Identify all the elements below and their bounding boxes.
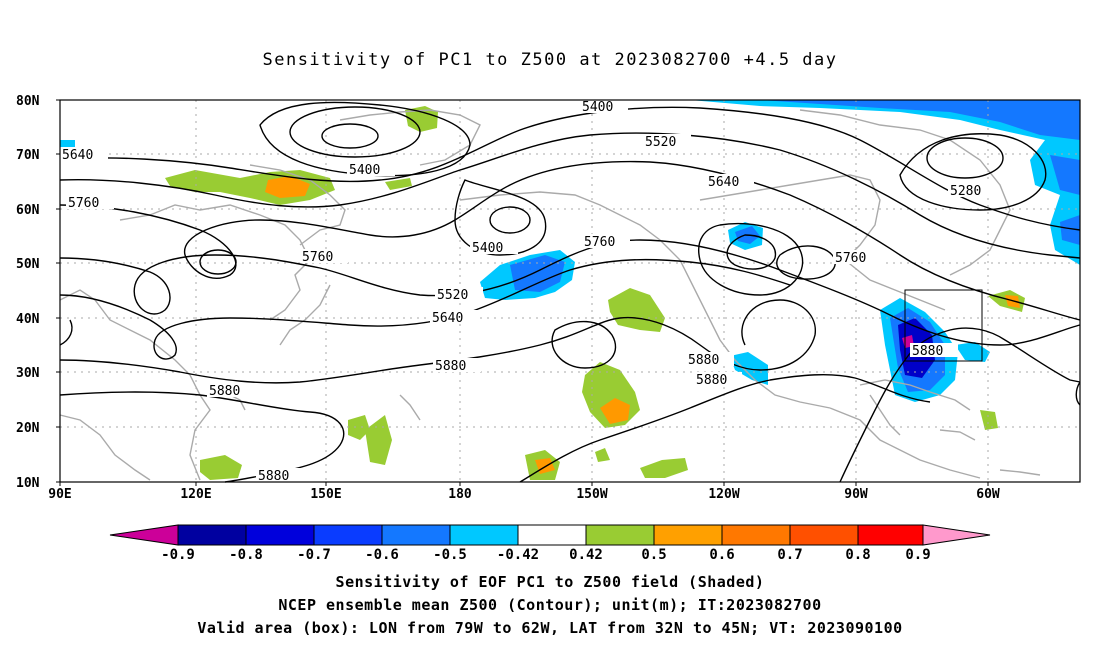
contour-label: 5880 xyxy=(912,344,943,359)
sensitivity-shading xyxy=(60,100,1080,480)
page-title: Sensitivity of PC1 to Z500 at 2023082700… xyxy=(262,50,838,70)
colorbar-segment xyxy=(177,524,247,546)
colorbar-label: 0.8 xyxy=(845,547,870,563)
contour-label: 5760 xyxy=(835,251,866,266)
contour-label: 5880 xyxy=(258,469,289,484)
shade-siberia-orange xyxy=(265,176,310,198)
shade-pacific-green xyxy=(608,288,665,332)
caption-shading: Sensitivity of EOF PC1 to Z500 field (Sh… xyxy=(335,573,765,591)
lat-label-30n: 30N xyxy=(16,366,40,381)
colorbar-label: -0.8 xyxy=(229,547,263,563)
longitude-labels: 90E 120E 150E 180 150W 120W 90W 60W xyxy=(48,487,1000,502)
colorbar-segment xyxy=(517,524,587,546)
lat-label-50n: 50N xyxy=(16,257,40,272)
shade-east-us-light2 xyxy=(955,342,990,362)
axis-ticks xyxy=(56,99,989,486)
contour-label: 5400 xyxy=(582,100,613,115)
contour-label: 5880 xyxy=(435,359,466,374)
lon-label-90e: 90E xyxy=(48,487,71,502)
coastlines xyxy=(59,109,1041,481)
caption-valid-area: Valid area (box): LON from 79W to 62W, L… xyxy=(197,619,903,637)
shade-greenland-mid2 xyxy=(1050,155,1080,195)
contour-label: 5400 xyxy=(472,241,503,256)
colorbar-label: -0.5 xyxy=(433,547,467,563)
colorbar-label: -0.7 xyxy=(297,547,331,563)
contour-label: 5760 xyxy=(302,250,333,265)
shade-phil-green xyxy=(200,455,242,480)
colorbar-label: 0.6 xyxy=(709,547,734,563)
shade-atlantic-orange xyxy=(1005,295,1020,308)
lon-label-180: 180 xyxy=(448,487,472,502)
colorbar-segment xyxy=(857,524,924,546)
colorbar-label: -0.9 xyxy=(161,547,195,563)
contour-label: 5880 xyxy=(209,384,240,399)
contour-label: 5880 xyxy=(688,353,719,368)
colorbar-segment xyxy=(245,524,315,546)
colorbar-label: 0.42 xyxy=(569,547,603,563)
z500-contours xyxy=(59,101,1081,483)
colorbar-label: 0.9 xyxy=(905,547,930,563)
contour-label: 5520 xyxy=(437,288,468,303)
shade-kamchatka-green xyxy=(405,106,438,132)
contour-label-group: 5400 5640 5520 5400 5760 5640 5280 5400 … xyxy=(60,99,996,484)
lon-label-150e: 150E xyxy=(310,487,341,502)
map-frame xyxy=(59,99,1081,483)
colorbar-label: 0.7 xyxy=(777,547,802,563)
colorbar-segment xyxy=(789,524,859,546)
shade-wpac-green1 xyxy=(348,415,370,440)
lon-label-150w: 150W xyxy=(576,487,607,502)
colorbar-segment xyxy=(449,524,519,546)
contour-label: 5280 xyxy=(950,184,981,199)
lat-label-70n: 70N xyxy=(16,148,40,163)
colorbar-segment xyxy=(653,524,723,546)
lat-label-10n: 10N xyxy=(16,476,40,491)
lat-label-20n: 20N xyxy=(16,421,40,436)
shade-carib-green xyxy=(980,410,998,430)
shade-nwpac-light xyxy=(60,140,75,148)
lat-label-60n: 60N xyxy=(16,203,40,218)
contour-label: 5640 xyxy=(62,148,93,163)
colorbar: -0.9 -0.8 -0.7 -0.6 -0.5 -0.42 0.42 0.5 … xyxy=(109,524,991,563)
colorbar-label: -0.42 xyxy=(497,547,539,563)
colorbar-label: 0.5 xyxy=(641,547,666,563)
valid-area-box xyxy=(904,289,983,362)
colorbar-arrow-left xyxy=(109,524,179,546)
contour-label: 5760 xyxy=(68,196,99,211)
shade-bering-green xyxy=(385,178,412,190)
contour-label: 5760 xyxy=(584,235,615,250)
lon-label-120w: 120W xyxy=(708,487,739,502)
lon-label-120e: 120E xyxy=(180,487,211,502)
shade-siberia-green xyxy=(165,170,335,205)
latitude-labels: 80N 70N 60N 50N 40N 30N 20N 10N xyxy=(16,94,40,491)
contour-label: 5400 xyxy=(349,163,380,178)
lat-label-40n: 40N xyxy=(16,312,40,327)
contour-label: 5640 xyxy=(432,311,463,326)
shade-hawaii-orange xyxy=(600,398,630,424)
contour-label: 5880 xyxy=(696,373,727,388)
contour-label: 5520 xyxy=(645,135,676,150)
lat-label-80n: 80N xyxy=(16,94,40,109)
colorbar-segment xyxy=(313,524,383,546)
colorbar-segment xyxy=(381,524,451,546)
shade-greenland-mid3 xyxy=(1060,215,1080,245)
shade-wpac-green5 xyxy=(640,458,688,478)
lon-label-90w: 90W xyxy=(844,487,868,502)
colorbar-segment xyxy=(721,524,791,546)
shade-greenland-mid xyxy=(760,100,1080,140)
shade-atlantic-green xyxy=(988,290,1025,312)
lon-label-60w: 60W xyxy=(976,487,1000,502)
caption-contour: NCEP ensemble mean Z500 (Contour); unit(… xyxy=(278,596,822,614)
contour-label: 5640 xyxy=(708,175,739,190)
colorbar-label: -0.6 xyxy=(365,547,399,563)
shade-wpac-green4 xyxy=(595,448,610,462)
colorbar-arrow-right xyxy=(922,524,991,546)
colorbar-segment xyxy=(585,524,655,546)
shade-wpac-green2 xyxy=(365,415,392,465)
